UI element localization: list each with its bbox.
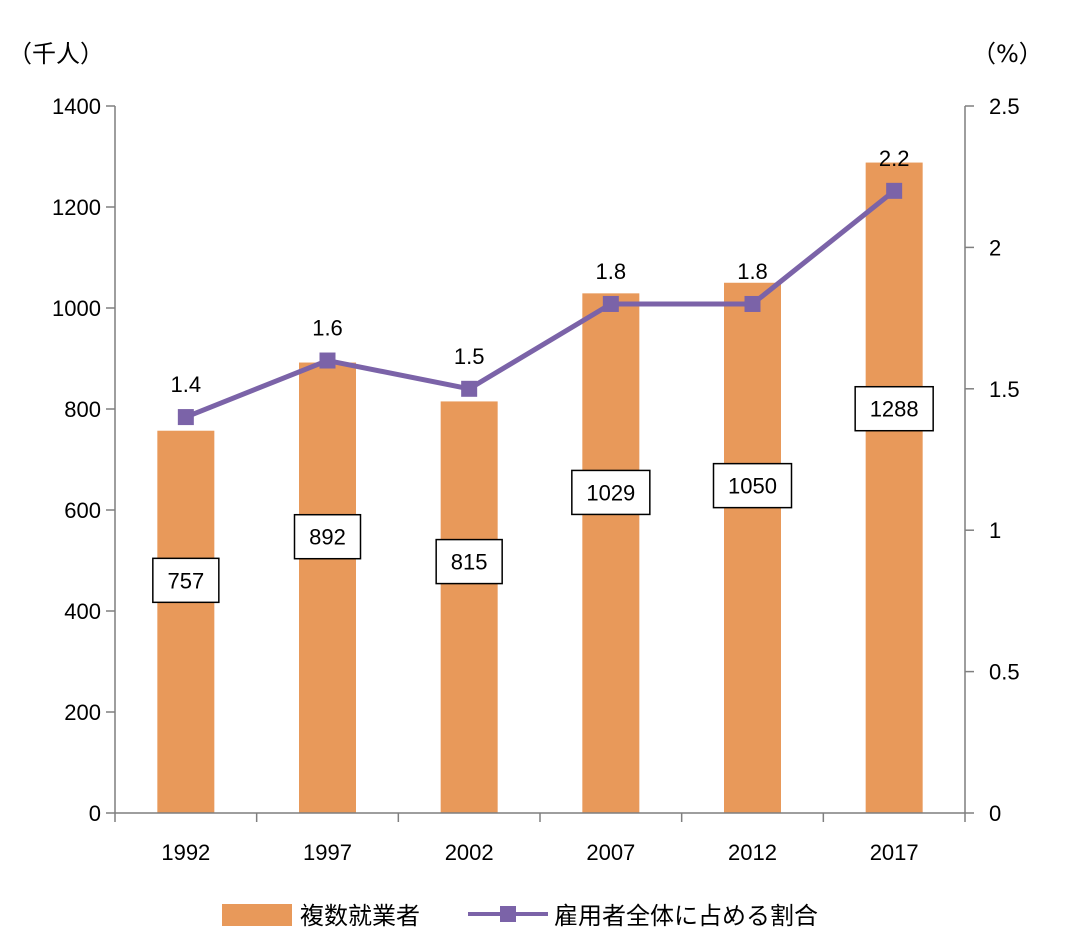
ratio-marker-2012 [744,295,761,312]
bar-label-2002: 815 [435,538,503,585]
bar-label-2007: 1029 [571,469,651,516]
bar-label-box [571,469,651,516]
ratio-label-2012: 1.8 [737,259,768,284]
bar-label-text: 1288 [870,397,919,422]
right-axis-unit: （%） [972,40,1043,68]
legend-bar-label: 複数就業者 [300,902,420,930]
bar-label-text: 815 [451,550,488,575]
legend-bar-swatch [222,904,292,926]
left-tick-label: 200 [64,700,101,725]
legend-line-marker [500,906,516,922]
x-tick-label-2012: 2012 [728,840,777,865]
x-tick-label-2017: 2017 [870,840,919,865]
data-labels-layer: 1.4 1.6 1.5 1.8 1.8 2.2 757 892 815 1029 1050 1288 [152,146,934,604]
legend-line-label: 雇用者全体に占める割合 [554,902,818,930]
bar-label-box [854,385,934,432]
bars-layer [157,162,923,814]
ratio-label-1997: 1.6 [312,316,343,341]
legend: 複数就業者 雇用者全体に占める割合 [222,902,818,930]
bar-label-box [712,462,793,509]
right-tick-label: 0 [989,801,1001,826]
bar-label-text: 1029 [586,480,635,505]
ratio-label-2007: 1.8 [596,259,627,284]
bar-2012 [724,282,781,813]
bar-2002 [440,401,498,813]
bar-label-2012: 1050 [712,462,793,509]
axes-layer: 0 200 400 600 800 1000 1200 1400 0 0.5 1 1.5 2 2.5 199… [52,94,1020,865]
ratio-marker-1992 [177,409,194,426]
left-tick-label: 1000 [52,296,101,321]
bar-2017 [865,162,923,813]
bar-1992 [157,430,215,813]
bar-label-text: 1050 [728,474,777,499]
bar-label-box [152,557,220,604]
left-tick-label: 1200 [52,195,101,220]
ratio-label-1992: 1.4 [171,372,202,397]
right-tick-label: 2.5 [989,94,1020,119]
ratio-marker-1997 [319,352,336,369]
right-tick-label: 1 [989,518,1001,543]
ratio-marker-2002 [461,380,478,397]
left-tick-label: 1400 [52,94,101,119]
x-tick-label-1992: 1992 [161,840,210,865]
right-tick-label: 2 [989,235,1001,260]
bar-1997 [299,362,356,813]
bar-label-box [293,513,362,560]
bar-label-2017: 1288 [854,385,934,432]
bar-label-box [435,538,503,585]
bar-label-text: 757 [167,568,204,593]
left-tick-label: 600 [64,498,101,523]
x-tick-label-2002: 2002 [445,840,494,865]
ratio-label-2002: 1.5 [454,344,485,369]
left-axis-unit: （千人） [8,40,104,68]
bar-label-1992: 757 [152,557,220,604]
ratio-marker-2007 [602,295,619,312]
bar-2007 [582,293,640,814]
ratio-marker-2017 [886,182,903,199]
left-tick-label: 400 [64,599,101,624]
right-tick-label: 0.5 [989,660,1020,685]
right-tick-label: 1.5 [989,377,1020,402]
ratio-label-2017: 2.2 [879,146,910,171]
bar-label-1997: 892 [293,513,362,560]
bar-label-text: 892 [309,525,346,550]
x-tick-label-1997: 1997 [303,840,352,865]
x-tick-label-2007: 2007 [586,840,635,865]
left-tick-label: 800 [64,397,101,422]
ratio-line [184,188,896,420]
left-tick-label: 0 [89,801,101,826]
line-layer [177,182,903,426]
